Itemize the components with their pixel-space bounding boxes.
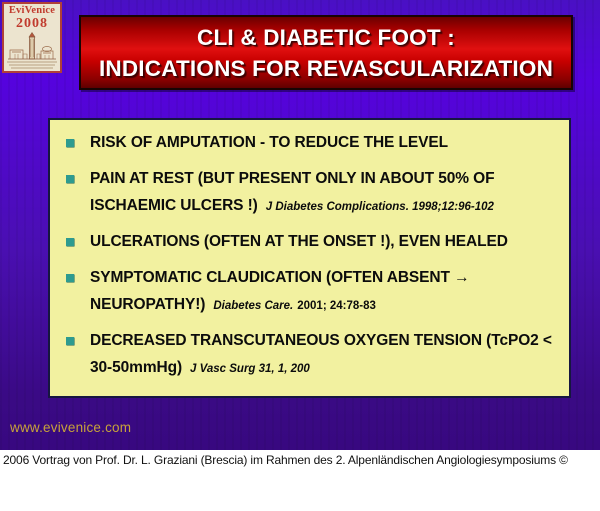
- list-item: PAIN AT REST (BUT PRESENT ONLY IN ABOUT …: [62, 165, 565, 221]
- bullet-text: DECREASED TRANSCUTANEOUS OXYGEN TENSION …: [90, 332, 552, 376]
- citation-italic: Diabetes Care.: [213, 300, 294, 312]
- evivenice-logo: EviVenice 2008: [2, 2, 62, 73]
- logo-year: 2008: [16, 16, 48, 31]
- bullet-text: SYMPTOMATIC CLAUDICATION (OFTEN ABSENT →…: [90, 269, 470, 313]
- list-item: DECREASED TRANSCUTANEOUS OXYGEN TENSION …: [62, 327, 565, 383]
- slide-background: EviVenice 2008 CLI & DIABETIC FOOT : IND…: [0, 0, 600, 450]
- bullet-list: RISK OF AMPUTATION - TO REDUCE THE LEVEL…: [62, 129, 565, 383]
- citation-plain: 2001; 24:78-83: [297, 300, 376, 312]
- venice-sketch-icon: [5, 31, 59, 71]
- website-url: www.evivenice.com: [10, 420, 132, 435]
- list-item: RISK OF AMPUTATION - TO REDUCE THE LEVEL: [62, 129, 565, 158]
- bullet-icon: [66, 139, 74, 147]
- content-box: RISK OF AMPUTATION - TO REDUCE THE LEVEL…: [48, 118, 571, 398]
- slide-title-line1: CLI & DIABETIC FOOT :: [197, 24, 455, 50]
- bullet-icon: [66, 274, 74, 282]
- slide-title-line2: INDICATIONS FOR REVASCULARIZATION: [98, 55, 554, 81]
- bullet-text: RISK OF AMPUTATION - TO REDUCE THE LEVEL: [90, 134, 448, 151]
- citation-italic: J Diabetes Complications. 1998;12:96-102: [265, 201, 494, 213]
- bullet-icon: [66, 337, 74, 345]
- list-item: SYMPTOMATIC CLAUDICATION (OFTEN ABSENT →…: [62, 264, 565, 320]
- bullet-icon: [66, 175, 74, 183]
- credit-line: 2006 Vortrag von Prof. Dr. L. Graziani (…: [3, 453, 568, 467]
- bullet-text: ULCERATIONS (OFTEN AT THE ONSET !), EVEN…: [90, 233, 508, 250]
- bullet-icon: [66, 238, 74, 246]
- bullet-text: PAIN AT REST (BUT PRESENT ONLY IN ABOUT …: [90, 170, 495, 214]
- list-item: ULCERATIONS (OFTEN AT THE ONSET !), EVEN…: [62, 228, 565, 257]
- logo-name: EviVenice: [8, 5, 56, 16]
- citation-italic: J Vasc Surg 31, 1, 200: [190, 363, 310, 375]
- title-banner: CLI & DIABETIC FOOT : INDICATIONS FOR RE…: [79, 15, 573, 90]
